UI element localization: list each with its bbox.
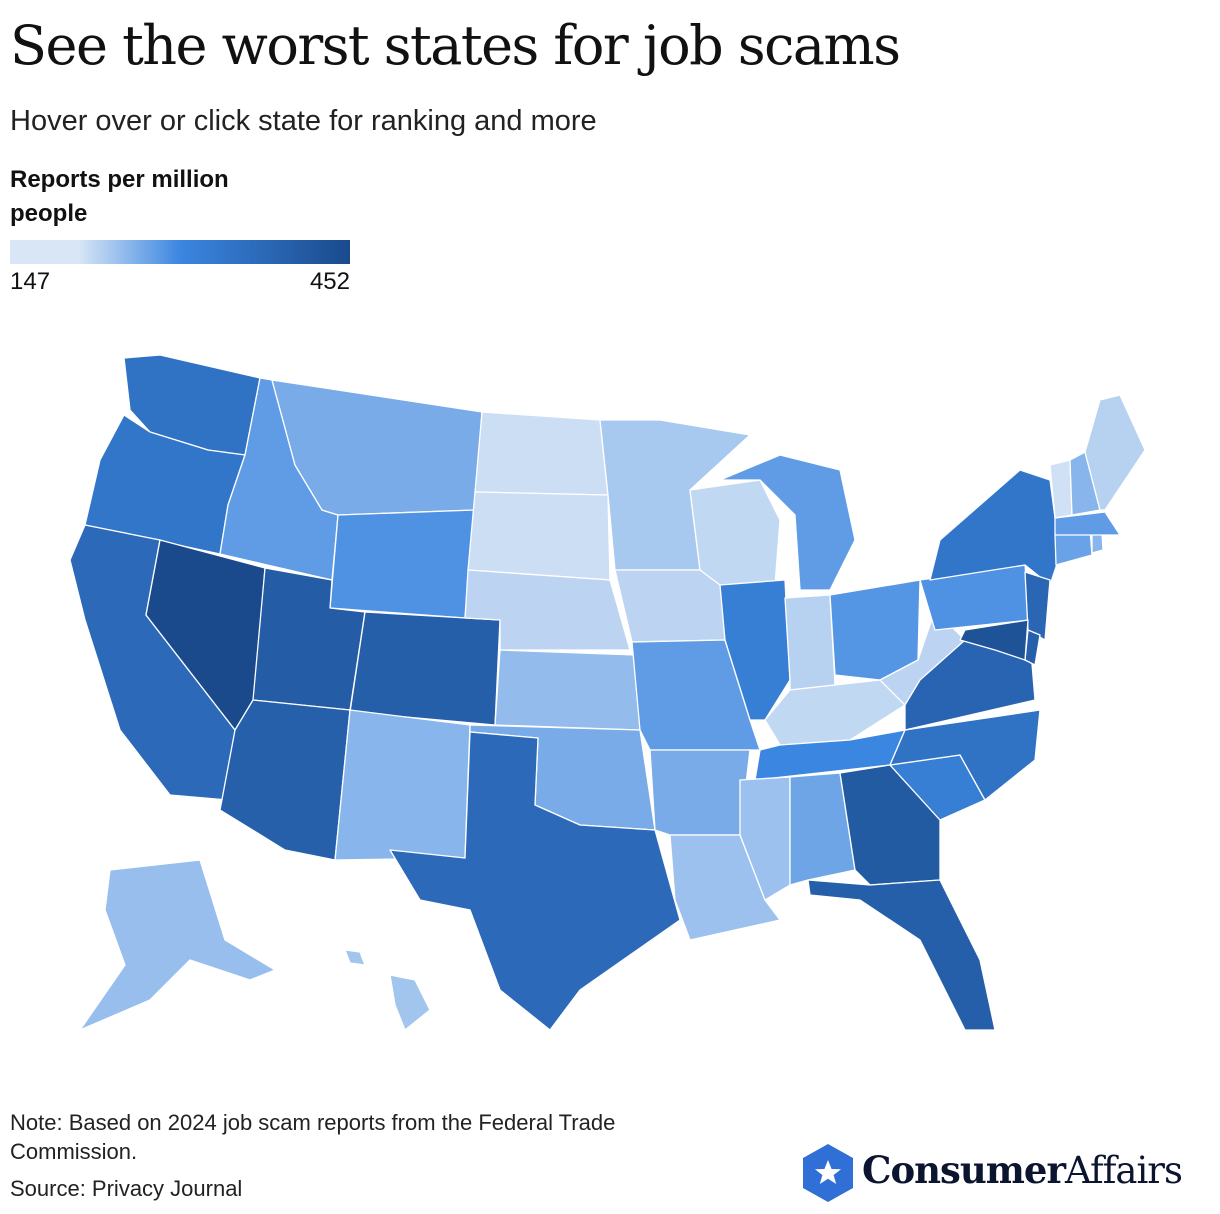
star-hexagon-icon (803, 1144, 853, 1202)
state-wi[interactable] (689, 479, 781, 586)
logo-word-light: Affairs (1064, 1149, 1183, 1192)
state-ri[interactable] (1091, 532, 1104, 554)
page-title: See the worst states for job scams (10, 14, 901, 77)
source-note: Source: Privacy Journal (10, 1176, 243, 1201)
legend-title: Reports per million people (10, 166, 229, 227)
state-sd[interactable] (467, 491, 611, 581)
state-mi[interactable] (719, 454, 856, 591)
state-ny[interactable] (929, 469, 1061, 586)
state-az[interactable] (219, 699, 351, 861)
state-wy[interactable] (329, 509, 476, 619)
state-hi[interactable] (344, 949, 431, 1031)
state-oh[interactable] (829, 579, 921, 681)
footnote: Note: Based on 2024 job scam reports fro… (10, 1110, 616, 1164)
state-ms[interactable] (739, 776, 791, 901)
logo-word-bold: Consumer (862, 1148, 1066, 1192)
state-ar[interactable] (649, 749, 751, 836)
state-me[interactable] (1084, 394, 1146, 511)
legend-min-label: 147 (10, 268, 51, 295)
state-nj[interactable] (1024, 571, 1051, 641)
state-nd[interactable] (474, 411, 609, 496)
consumeraffairs-logo: ConsumerAffairs (800, 1142, 1215, 1204)
state-ks[interactable] (494, 649, 641, 731)
legend-color-scale (10, 240, 350, 264)
state-fl[interactable] (807, 879, 996, 1031)
state-md[interactable] (959, 619, 1029, 661)
state-al[interactable] (789, 772, 856, 886)
state-ma[interactable] (1054, 511, 1121, 536)
state-ak[interactable] (79, 859, 276, 1031)
state-co[interactable] (349, 611, 501, 726)
page-subtitle: Hover over or click state for ranking an… (10, 105, 597, 137)
legend-max-label: 452 (309, 268, 350, 295)
state-in[interactable] (784, 594, 836, 691)
us-choropleth-map (69, 354, 1146, 1031)
state-nm[interactable] (334, 709, 471, 861)
state-ia[interactable] (614, 569, 726, 643)
state-tx[interactable] (389, 731, 681, 1031)
